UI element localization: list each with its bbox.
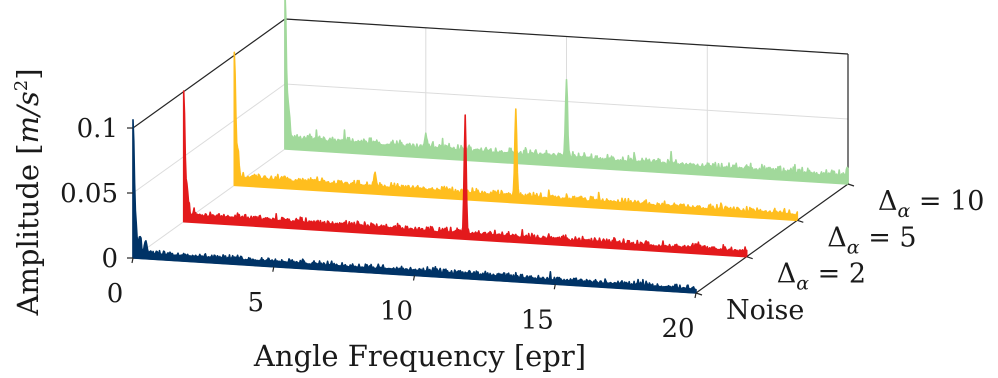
y-axis-label-base: Amplitude [ <box>11 143 45 316</box>
depth-tick-mark <box>695 292 703 296</box>
series-label-eq: = 5 <box>860 222 917 253</box>
series-layer <box>132 0 849 294</box>
grid-line-side-horizontal <box>132 148 286 259</box>
y-axis-label-exp: 2 <box>11 80 32 91</box>
x-tick-mark <box>272 266 275 272</box>
series-label-sub: α <box>796 273 809 295</box>
series-trace-0 <box>132 119 697 294</box>
series-trace-2 <box>233 51 799 222</box>
depth-tick-mark <box>847 183 855 187</box>
series-label-sub: α <box>847 236 860 258</box>
series-label-base: Δ <box>827 222 847 253</box>
z-tick-label: 0 <box>101 244 118 274</box>
series-trace-3 <box>284 0 849 185</box>
x-tick-label: 0 <box>107 279 124 309</box>
grid-line-side-horizontal <box>132 83 286 194</box>
y-axis-label: Amplitude [m/s2] <box>11 68 45 316</box>
series-trace-1 <box>182 90 748 258</box>
x-tick-mark <box>131 257 134 264</box>
series-label-eq: = 2 <box>809 259 866 290</box>
x-tick-mark <box>412 275 416 281</box>
side-top-edge <box>132 18 286 129</box>
series-label-1: Δα = 2 <box>777 259 866 295</box>
series-label-sub: α <box>898 200 911 222</box>
depth-tick-mark <box>746 256 753 260</box>
x-tick-mark <box>694 292 697 299</box>
y-axis-label-unit: m/s <box>11 91 45 143</box>
depth-axis-line <box>695 183 849 294</box>
series-label-base: Noise <box>726 295 804 326</box>
z-tick-label: 0.05 <box>60 179 118 209</box>
series-label-0: Noise <box>726 295 804 326</box>
x-axis-label: Angle Frequency [epr] <box>253 339 586 373</box>
y-axis-label-close: ] <box>11 68 45 79</box>
x-tick-label: 20 <box>661 314 694 344</box>
x-tick-label: 10 <box>380 297 413 327</box>
x-tick-label: 5 <box>248 288 265 318</box>
series-label-base: Δ <box>777 259 797 290</box>
back-top-edge <box>284 18 849 55</box>
series-label-3: Δα = 10 <box>878 186 985 222</box>
depth-tick-mark <box>797 219 804 223</box>
x-tick-mark <box>553 284 556 290</box>
tick-labels: 0 5 10 15 20 0 0.05 0.1 <box>60 114 697 344</box>
series-label-2: Δα = 5 <box>827 222 916 258</box>
series-label-base: Δ <box>878 186 898 217</box>
series-label-eq: = 10 <box>910 186 984 217</box>
x-tick-label: 15 <box>521 305 554 335</box>
z-tick-label: 0.1 <box>77 114 118 144</box>
